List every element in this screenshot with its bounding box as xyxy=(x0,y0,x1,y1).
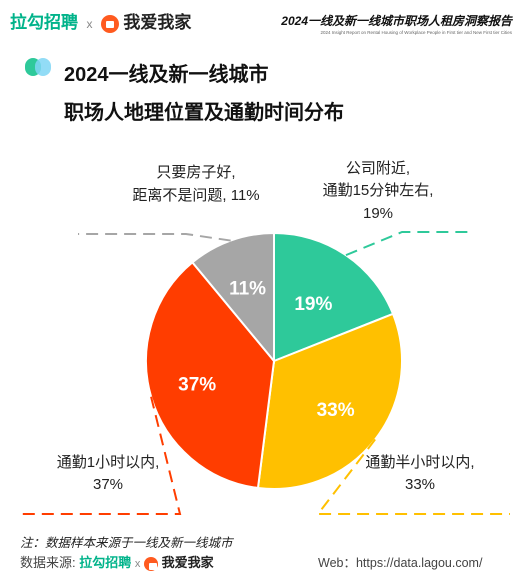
slice-label-4-line-1: 只要房子好, xyxy=(156,164,235,181)
slice-label-4-line-2: 距离不是问题, 11% xyxy=(132,187,259,204)
slice-label-1-line-1: 公司附近, xyxy=(346,160,410,177)
pie-slice-1 xyxy=(273,231,395,363)
footer-web: Web：https://data.lagou.com/ xyxy=(318,556,483,570)
leader-line-1 xyxy=(345,231,470,257)
leader-line-4 xyxy=(78,233,231,242)
report-header: 拉勾招聘 x 我爱我家 2024一线及新一线城市职场人租房洞察报告 2024 I… xyxy=(10,8,512,38)
slice-inner-label-1: 19% xyxy=(294,294,332,315)
slice-label-2-line-1: 通勤半小时以内, xyxy=(365,454,474,471)
source-separator: x xyxy=(134,558,141,570)
slice-label-1-line-3: 19% xyxy=(363,205,393,222)
slice-inner-label-4: 11% xyxy=(229,279,266,300)
slice-label-1-line-2: 通勤15分钟左右, xyxy=(323,182,434,199)
slice-inner-label-2: 33% xyxy=(317,400,355,421)
pie-slice-4 xyxy=(191,231,275,364)
brand-separator: x xyxy=(86,17,93,31)
leader-line-3 xyxy=(20,396,182,515)
chart-title-line2: 职场人地理位置及通勤时间分布 xyxy=(64,102,344,124)
lagou-logo: 拉勾招聘 xyxy=(10,13,78,32)
title-decoration-icon xyxy=(25,58,51,76)
source-lagou-logo: 拉勾招聘 xyxy=(79,555,132,570)
chart-title-line1: 2024一线及新一线城市 xyxy=(64,64,269,86)
report-subtitle: 2024 Insight Report on Rental Housing of… xyxy=(320,30,512,35)
source-woaiwojia-logo: 我爱我家 xyxy=(161,555,214,570)
slice-label-2-line-2: 33% xyxy=(405,476,435,493)
slice-inner-label-3: 37% xyxy=(178,374,216,395)
report-title: 2024一线及新一线城市职场人租房洞察报告 xyxy=(281,14,512,28)
footer-note: 注：数据样本来源于一线及新一线城市 xyxy=(20,536,233,550)
woaiwojia-house-icon xyxy=(100,14,119,33)
source-house-icon xyxy=(144,556,159,571)
slice-label-3-line-2: 37% xyxy=(93,476,123,493)
pie-slice-2 xyxy=(256,312,403,490)
pie-slice-3 xyxy=(145,260,276,490)
woaiwojia-logo: 我爱我家 xyxy=(123,13,192,32)
source-label: 数据来源: xyxy=(20,555,76,570)
slice-label-3-line-1: 通勤1小时以内, xyxy=(57,454,160,471)
footer-source: 数据来源: 拉勾招聘 x 我爱我家 xyxy=(20,552,214,571)
